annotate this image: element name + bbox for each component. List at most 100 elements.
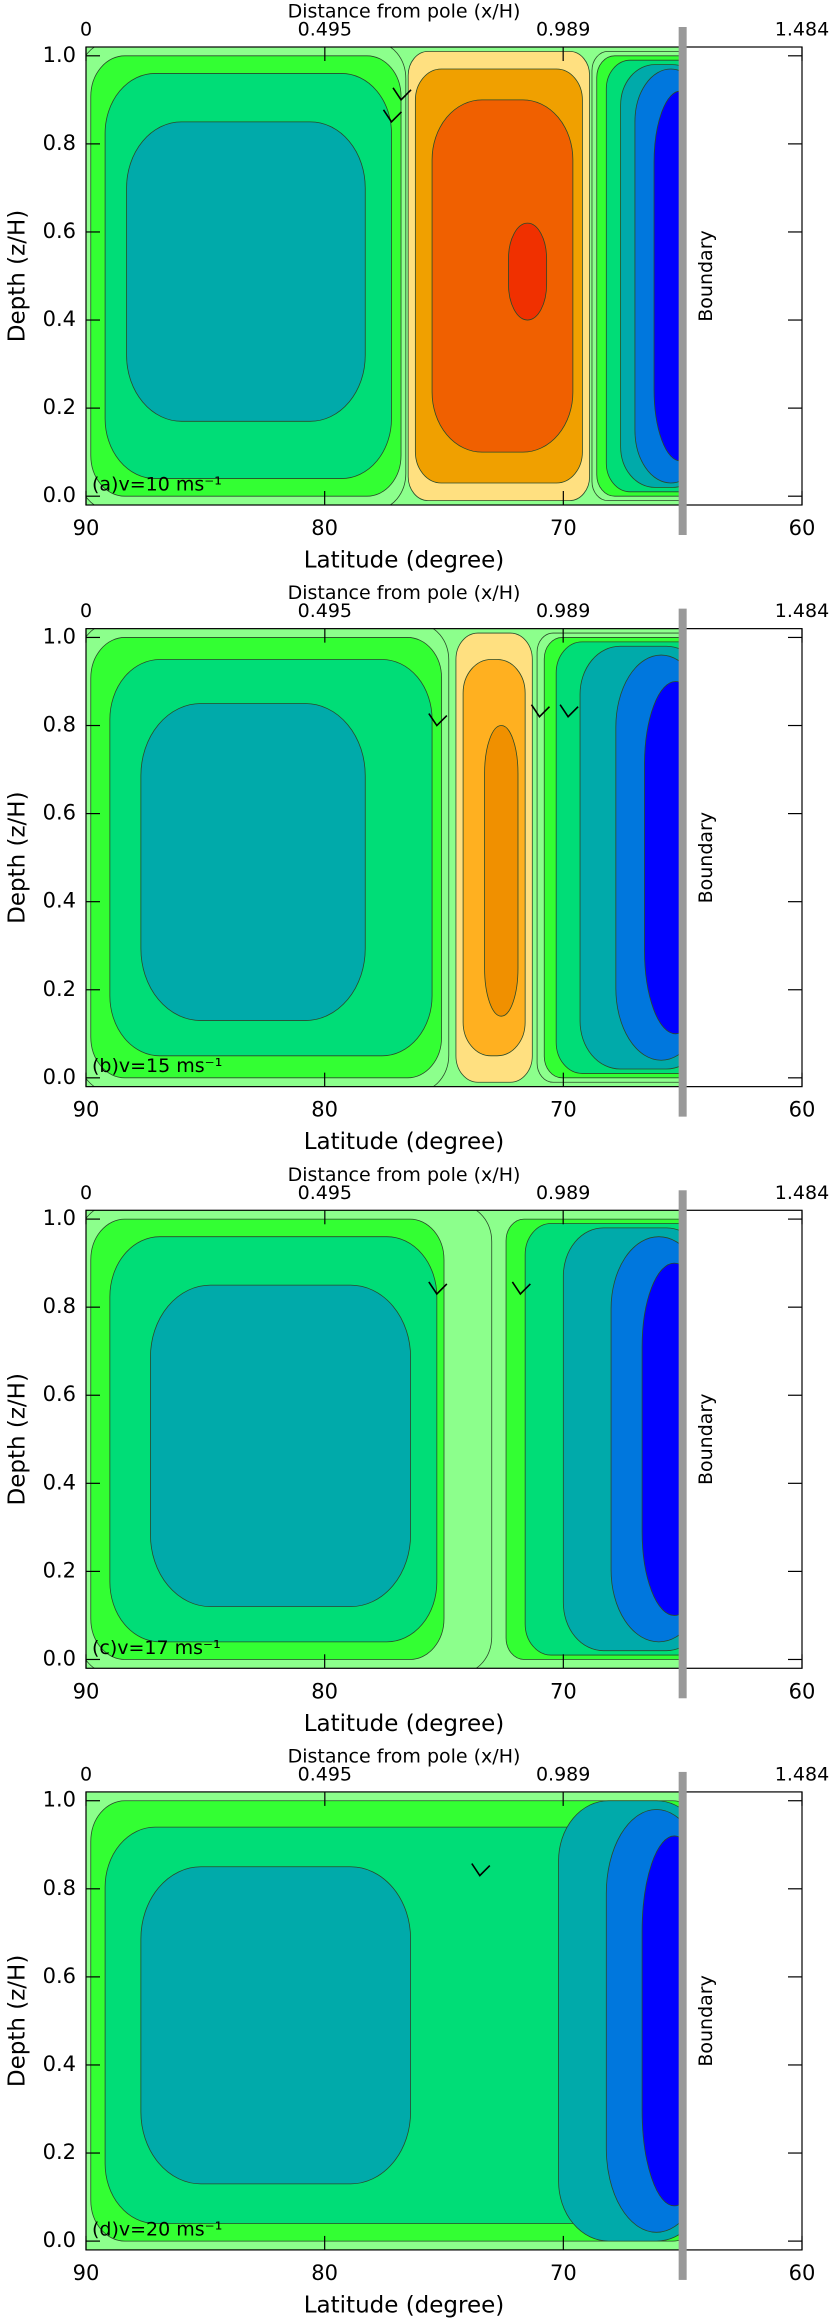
x-tick-label: 90 (73, 2261, 100, 2285)
flow-arrow (559, 704, 579, 718)
x-tick-label: 60 (789, 1098, 816, 1122)
y-tick-label: 1.0 (43, 1788, 76, 1812)
x-tick-label: 90 (73, 1679, 100, 1703)
x2-tick-label: 0.989 (536, 1182, 590, 1204)
y-tick-label: 0.0 (43, 1646, 76, 1670)
x-tick-label: 80 (311, 1679, 338, 1703)
y-tick-label: 0.6 (43, 1382, 76, 1406)
contour-fill (484, 725, 519, 1017)
x2-tick-label: 0 (80, 1182, 92, 1204)
x2-tick-label: 0.495 (298, 1182, 352, 1204)
y-tick-label: 0.0 (43, 483, 76, 507)
x-tick-label: 80 (311, 516, 338, 540)
y-tick-label: 1.0 (43, 1206, 76, 1230)
boundary-label: Boundary (695, 1975, 717, 2067)
x-tick-label: 60 (789, 1679, 816, 1703)
flow-arrow (428, 1281, 448, 1296)
boundary-bar (678, 1190, 687, 1699)
y-tick-label: 0.2 (43, 2140, 76, 2164)
plot-frame (85, 1209, 803, 1669)
x-tick-label: 60 (789, 2261, 816, 2285)
contour-fill (150, 1284, 411, 1608)
y-tick-label: 0.6 (43, 219, 76, 243)
x-tick-label: 90 (73, 516, 100, 540)
x-tick-label: 70 (550, 516, 577, 540)
x-axis-label: Latitude (degree) (304, 2292, 505, 2318)
x2-tick-label: 0.989 (536, 19, 590, 41)
flow-arrow (511, 1281, 531, 1296)
contour-fill (140, 1866, 411, 2185)
y-tick-label: 1.0 (43, 624, 76, 648)
flow-arrow (471, 1863, 491, 1877)
x2-tick-label: 0.495 (298, 600, 352, 622)
y-tick-label: 0.8 (43, 1876, 76, 1900)
x2-axis-label: Distance from pole (x/H) (288, 1745, 521, 1767)
x2-tick-label: 1.484 (775, 1763, 829, 1785)
y-axis-label: Depth (z/H) (5, 1955, 31, 2087)
panel-label: (a)v=10 ms⁻¹ (92, 474, 222, 496)
flow-arrow (392, 87, 412, 102)
x-tick-label: 80 (311, 1098, 338, 1122)
y-tick-label: 0.6 (43, 1964, 76, 1988)
boundary-label: Boundary (695, 230, 717, 322)
contour-fill (140, 703, 366, 1021)
contour-fill (641, 1835, 683, 2207)
y-tick-label: 0.8 (43, 1294, 76, 1318)
y-tick-label: 1.0 (43, 43, 76, 67)
x-tick-label: 70 (550, 1098, 577, 1122)
contour-fill (508, 222, 548, 321)
x2-axis-label: Distance from pole (x/H) (288, 1, 521, 23)
x2-tick-label: 1.484 (775, 1182, 829, 1204)
y-axis-label: Depth (z/H) (5, 210, 31, 342)
boundary-bar (678, 27, 687, 535)
y-axis-label: Depth (z/H) (5, 791, 31, 923)
x2-tick-label: 1.484 (775, 600, 829, 622)
y-tick-label: 0.4 (43, 889, 76, 913)
x-tick-label: 90 (73, 1098, 100, 1122)
x2-tick-label: 0.989 (536, 600, 590, 622)
y-axis-label: Depth (z/H) (5, 1373, 31, 1505)
y-tick-label: 0.4 (43, 1470, 76, 1494)
flow-arrow (428, 713, 448, 727)
x-tick-label: 70 (550, 1679, 577, 1703)
panel: Boundary 0.0 0.2 0.4 0.6 0.8 1.0 90 80 70 60 0 0.495… (5, 1164, 830, 1737)
x2-tick-label: 0.989 (536, 1763, 590, 1785)
y-tick-label: 0.2 (43, 395, 76, 419)
x-axis-label: Latitude (degree) (304, 1129, 505, 1155)
x2-axis-label: Distance from pole (x/H) (288, 582, 521, 604)
x2-tick-label: 0.495 (298, 1763, 352, 1785)
flow-arrow (382, 109, 403, 124)
contour-fill (126, 121, 366, 422)
x2-tick-label: 0.495 (298, 19, 352, 41)
panel-label: (d)v=20 ms⁻¹ (92, 2218, 222, 2240)
plot-frame (85, 1791, 803, 2251)
y-tick-label: 0.4 (43, 307, 76, 331)
y-tick-label: 0.6 (43, 801, 76, 825)
x-tick-label: 60 (789, 516, 816, 540)
panel: Boundary 0.0 0.2 0.4 0.6 0.8 1.0 90 80 70 60 0 0.495… (5, 582, 830, 1155)
y-tick-label: 0.0 (43, 1065, 76, 1089)
contour-fill (644, 681, 683, 1035)
y-tick-label: 0.2 (43, 977, 76, 1001)
x-tick-label: 70 (550, 2261, 577, 2285)
contours (86, 47, 683, 505)
plot-frame (85, 628, 803, 1088)
y-tick-label: 0.4 (43, 2052, 76, 2076)
x2-tick-label: 0 (80, 1763, 92, 1785)
panel: Boundary 0.0 0.2 0.4 0.6 0.8 1.0 90 80 70 60 0 0.495… (5, 1, 830, 574)
boundary-bar (678, 608, 687, 1117)
contour-fill (431, 99, 574, 453)
boundary-bar (678, 1771, 687, 2280)
panel: Boundary 0.0 0.2 0.4 0.6 0.8 1.0 90 80 70 60 0 0.495… (5, 1745, 830, 2318)
boundary-label: Boundary (695, 1394, 717, 1486)
x-tick-label: 80 (311, 2261, 338, 2285)
contour-fill (641, 1262, 683, 1616)
contours (86, 628, 683, 1087)
y-tick-label: 0.8 (43, 713, 76, 737)
x2-tick-label: 0 (80, 600, 92, 622)
panel-label: (c)v=17 ms⁻¹ (92, 1637, 221, 1659)
contours (86, 1210, 683, 1669)
x2-tick-label: 1.484 (775, 19, 829, 41)
plot-frame (85, 46, 803, 506)
